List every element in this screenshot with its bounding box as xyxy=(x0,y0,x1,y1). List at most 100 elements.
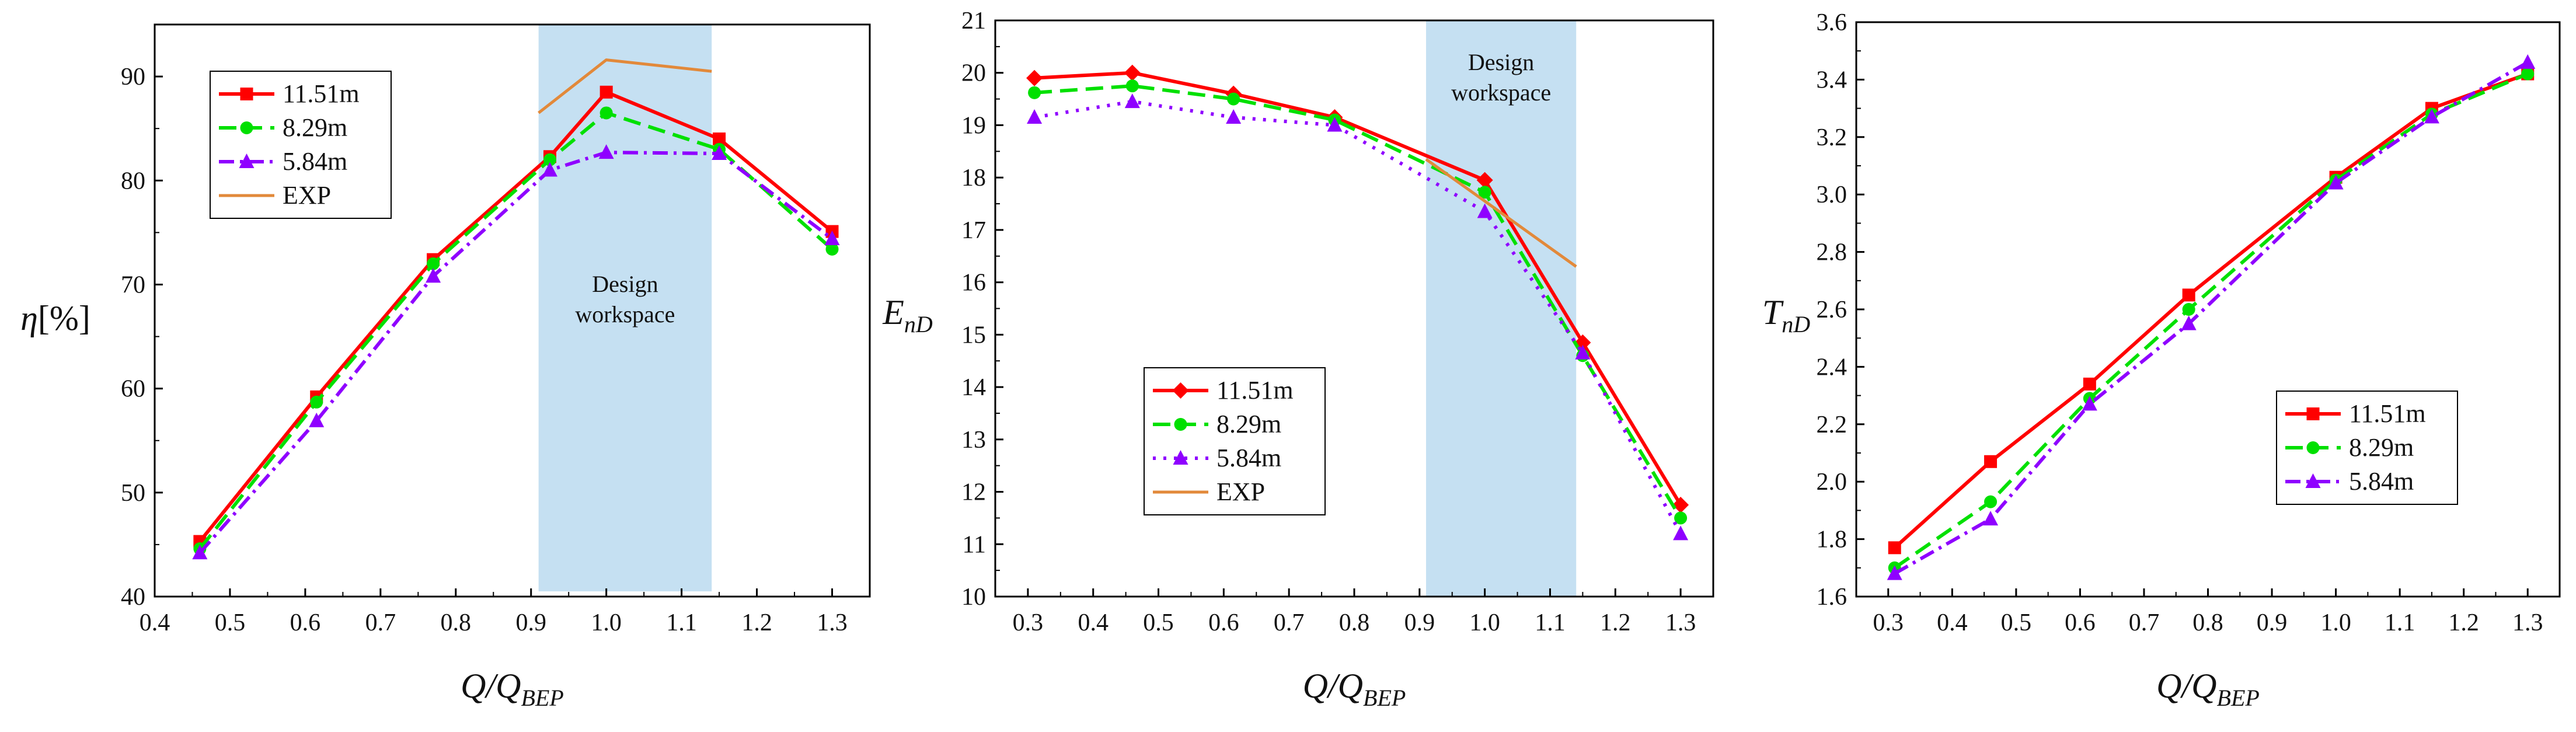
data-point xyxy=(1125,79,1139,93)
y-tick-label: 20 xyxy=(961,60,986,87)
y-tick-label: 2.4 xyxy=(1817,354,1848,381)
y-tick-label: 60 xyxy=(121,376,145,403)
data-point xyxy=(1227,92,1240,106)
data-point xyxy=(1887,565,1902,580)
series-5-84m xyxy=(1027,93,1689,541)
legend-label: 5.84m xyxy=(1216,444,1281,472)
x-tick-label: 0.4 xyxy=(1937,609,1968,636)
x-tick-label: 1.1 xyxy=(1535,609,1566,636)
data-point xyxy=(1984,455,1998,468)
data-point xyxy=(426,268,441,283)
x-tick-label: 0.3 xyxy=(1873,609,1904,636)
y-axis-label: TnD xyxy=(1762,293,1810,337)
data-point xyxy=(599,106,613,120)
x-tick-label: 0.5 xyxy=(2001,609,2032,636)
data-point xyxy=(1674,511,1688,525)
x-tick-label: 0.4 xyxy=(140,609,170,636)
y-tick-label: 16 xyxy=(961,270,986,297)
x-tick-label: 0.4 xyxy=(1078,609,1109,636)
y-tick-label: 3.0 xyxy=(1817,182,1848,208)
legend-marker xyxy=(240,88,253,100)
data-point xyxy=(192,545,208,560)
y-tick-label: 3.6 xyxy=(1817,9,1848,36)
data-point xyxy=(1124,93,1140,109)
x-tick-label: 0.6 xyxy=(290,609,321,636)
plot-frame xyxy=(154,23,871,598)
x-tick-label: 1.1 xyxy=(666,609,697,636)
series-exp xyxy=(1425,158,1577,268)
data-point xyxy=(1476,172,1493,189)
y-tick-label: 13 xyxy=(961,427,986,454)
data-point xyxy=(1027,109,1043,124)
x-tick-label: 0.7 xyxy=(365,609,396,636)
data-point xyxy=(1888,541,1901,555)
data-point xyxy=(825,242,839,256)
legend-marker xyxy=(240,121,253,134)
legend: 11.51m 8.29m 5.84m EXP xyxy=(1144,367,1326,515)
x-axis-label: Q/QBEP xyxy=(461,667,564,711)
x-tick-label: 0.8 xyxy=(441,609,472,636)
legend-label: 11.51m xyxy=(2349,399,2426,428)
x-tick-label: 0.8 xyxy=(2192,609,2223,636)
y-tick-label: 3.2 xyxy=(1817,124,1848,151)
x-tick-label: 1.3 xyxy=(1665,609,1696,636)
x-tick-label: 1.2 xyxy=(2448,609,2479,636)
x-tick-label: 0.7 xyxy=(1274,609,1305,636)
data-point xyxy=(1672,496,1689,513)
legend: 11.51m 8.29m 5.84m xyxy=(2276,391,2458,505)
chart-efficiency: Design workspace 0.4 0.5 0.6 0.7 0.8 0.9 1.0 1.1 1… xyxy=(20,23,871,711)
data-point xyxy=(2424,109,2439,124)
x-tick-label: 1.1 xyxy=(2385,609,2415,636)
x-axis-label: Q/QBEP xyxy=(2156,667,2260,711)
y-tick-label: 19 xyxy=(961,112,986,139)
y-tick-label: 70 xyxy=(121,271,145,298)
design-workspace-label: Design xyxy=(1468,49,1534,75)
legend-marker xyxy=(2305,473,2321,488)
data-point xyxy=(599,85,613,99)
legend-label: 8.29m xyxy=(1216,410,1281,438)
legend-label: 5.84m xyxy=(283,147,347,176)
x-tick-label: 0.7 xyxy=(2129,609,2160,636)
x-tick-label: 1.2 xyxy=(741,609,772,636)
x-axis-label: Q/QBEP xyxy=(1303,667,1406,711)
data-point xyxy=(1673,525,1689,541)
legend-label: EXP xyxy=(1216,477,1265,506)
data-point xyxy=(1983,511,1999,526)
y-tick-label: 40 xyxy=(121,584,145,611)
plot-frame xyxy=(1855,21,2561,598)
data-point xyxy=(542,162,557,177)
legend-marker xyxy=(239,154,255,168)
design-workspace-label: workspace xyxy=(1451,79,1551,106)
series-5-84m xyxy=(192,144,840,560)
x-tick-label: 1.0 xyxy=(1469,609,1500,636)
x-tick-label: 1.0 xyxy=(2320,609,2351,636)
y-tick-label: 10 xyxy=(961,584,986,611)
data-point xyxy=(2520,54,2536,69)
x-tick-label: 0.8 xyxy=(1339,609,1370,636)
design-workspace-band xyxy=(1426,20,1577,597)
data-point xyxy=(598,144,614,159)
legend-label: 5.84m xyxy=(2349,467,2414,496)
series-line xyxy=(1425,158,1577,268)
x-tick-label: 0.9 xyxy=(1404,609,1435,636)
y-axis-label: EnD xyxy=(882,293,933,337)
y-tick-label: 1.6 xyxy=(1817,584,1848,611)
data-point xyxy=(1028,86,1041,99)
y-tick-label: 2.2 xyxy=(1817,412,1848,438)
y-tick-label: 11 xyxy=(963,531,986,558)
data-point xyxy=(2521,67,2535,81)
y-tick-label: 80 xyxy=(121,168,145,194)
x-tick-label: 1.0 xyxy=(591,609,622,636)
y-tick-label: 18 xyxy=(961,165,986,191)
series-line xyxy=(1034,71,1682,506)
plot-frame xyxy=(994,19,1714,598)
x-tick-label: 0.5 xyxy=(1143,609,1174,636)
y-tick-label: 21 xyxy=(961,8,986,34)
legend: 11.51m 8.29m 5.84m EXP xyxy=(210,71,392,219)
data-point xyxy=(713,133,726,145)
chart-torque-coefficient: 0.3 0.4 0.5 0.6 0.7 0.8 0.9 1.0 1.1 1.2 1.3 1.6 1.8 2… xyxy=(1762,9,2561,711)
legend-marker xyxy=(2306,441,2320,454)
x-tick-label: 1.3 xyxy=(2512,609,2543,636)
data-point xyxy=(427,257,440,270)
